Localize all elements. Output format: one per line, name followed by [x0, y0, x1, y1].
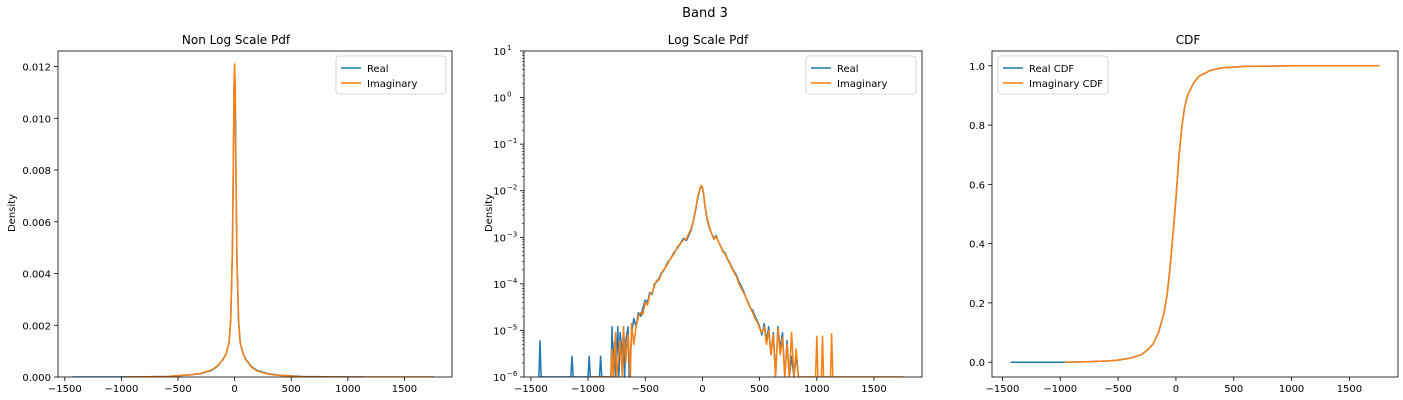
pdf-log-xtick-label: 0 [699, 384, 705, 395]
cdf-xtick-label: 0 [1173, 384, 1179, 395]
cdf-ytick-label: 0.8 [969, 121, 985, 132]
pdf-log-legend-label: Real [837, 64, 859, 75]
pdf-linear-xtick-label: −500 [164, 384, 191, 395]
pdf-log-plot: −1500 −1000 −500 0 500 1000 150010−610−510−410… [493, 44, 923, 395]
pdf-log-xtick-label: 1500 [861, 384, 886, 395]
pdf-linear-title: Non Log Scale Pdf [182, 33, 291, 47]
cdf-series-line-1 [1064, 65, 1380, 363]
pdf-linear-ytick-label: 0.012 [22, 63, 51, 74]
pdf-log-ytick-exponent: −3 [507, 230, 517, 238]
pdf-linear-axes-frame [57, 50, 453, 378]
pdf-log-legend: Real Imaginary [805, 55, 917, 95]
pdf-log-ytick-exponent: −1 [507, 137, 517, 145]
cdf-ytick-label: 0.4 [969, 240, 985, 251]
pdf-linear-series-line-1 [125, 63, 434, 377]
pdf-linear-ytick-label: 0.004 [22, 270, 51, 281]
cdf-legend-label: Real CDF [1029, 64, 1074, 75]
cdf-ytick-label: 0.2 [969, 299, 985, 310]
pdf-log-legend-label: Imaginary [837, 79, 888, 90]
pdf-log-ytick-label: 10 [493, 140, 506, 151]
pdf-linear-ytick-label: 0.000 [22, 373, 51, 384]
pdf-log-ytick-exponent: 0 [507, 91, 511, 99]
pdf-log-ytick-label: 10 [493, 373, 506, 384]
cdf-ytick-label: 0.6 [969, 180, 985, 191]
cdf-title: CDF [1176, 33, 1201, 47]
pdf-log-xtick-label: 1000 [804, 384, 829, 395]
cdf-ytick-label: 1.0 [969, 62, 985, 73]
pdf-log-ytick-exponent: −6 [507, 370, 518, 378]
pdf-log-ytick-label: 10 [493, 280, 506, 291]
pdf-log-ytick-exponent: 1 [507, 44, 511, 52]
pdf-linear-legend-label: Real [367, 64, 389, 75]
pdf-log-ytick-label: 10 [493, 47, 506, 58]
pdf-linear-legend-label: Imaginary [367, 79, 418, 90]
cdf-legend: Real CDF Imaginary CDF [997, 55, 1109, 95]
pdf-log-legend-box [805, 55, 917, 95]
pdf-linear-xtick-label: 1000 [335, 384, 360, 395]
pdf-linear-series-line-0 [72, 68, 364, 377]
pdf-log-xtick-label: −1500 [514, 384, 548, 395]
pdf-linear-xtick-label: −1000 [104, 384, 138, 395]
cdf-xtick-label: 1000 [1279, 384, 1304, 395]
pdf-log-ylabel: Density [484, 194, 495, 232]
cdf-legend-box [997, 55, 1109, 95]
cdf-xtick-label: 1500 [1337, 384, 1362, 395]
pdf-linear-legend: Real Imaginary [335, 55, 447, 95]
pdf-log-series-line-1 [592, 184, 904, 377]
pdf-log-ytick-exponent: −5 [507, 323, 517, 331]
pdf-log-ytick-label: 10 [493, 326, 506, 337]
pdf-linear-plot: −1500 −1000 −500 0 500 1000 1500 0.000 0.002 0.00… [22, 50, 453, 395]
pdf-log-ytick-label: 10 [493, 233, 506, 244]
cdf-xtick-label: −1000 [1043, 384, 1077, 395]
cdf-xtick-label: −500 [1104, 384, 1131, 395]
pdf-log-xtick-label: −1000 [571, 384, 605, 395]
pdf-log-ytick-label: 10 [493, 187, 506, 198]
pdf-linear-ytick-label: 0.002 [22, 321, 51, 332]
figure-suptitle: Band 3 [682, 6, 728, 21]
cdf-series-line-0 [1010, 65, 1292, 363]
cdf-xtick-label: 500 [1224, 384, 1243, 395]
pdf-linear-legend-box [335, 55, 447, 95]
pdf-log-ytick-exponent: −2 [507, 184, 517, 192]
pdf-linear-ytick-label: 0.008 [22, 166, 51, 177]
pdf-log-panel: Log Scale Pdf Density [484, 33, 749, 232]
pdf-linear-xtick-label: 1500 [392, 384, 417, 395]
cdf-plot: −1500 −1000 −500 0 500 1000 1500 0.0 0.2 0.4 0.6 0.… [969, 50, 1399, 395]
pdf-log-series-line-0 [538, 185, 800, 377]
pdf-linear-ylabel: Density [7, 194, 18, 232]
cdf-ytick-label: 0.0 [969, 358, 985, 369]
pdf-log-axes-frame [523, 50, 923, 378]
pdf-log-xtick-label: −500 [631, 384, 658, 395]
pdf-linear-xtick-label: −1500 [48, 384, 82, 395]
cdf-xtick-label: −1500 [985, 384, 1019, 395]
pdf-log-title: Log Scale Pdf [668, 33, 749, 47]
pdf-linear-ytick-label: 0.010 [22, 114, 51, 125]
cdf-legend-label: Imaginary CDF [1029, 79, 1103, 90]
cdf-panel: CDF [1176, 33, 1201, 47]
pdf-log-ytick-label: 10 [493, 94, 506, 105]
pdf-log-ytick-exponent: −4 [507, 277, 518, 285]
pdf-linear-ytick-label: 0.006 [22, 218, 51, 229]
pdf-log-xtick-label: 500 [750, 384, 769, 395]
pdf-linear-xtick-label: 0 [231, 384, 237, 395]
pdf-linear-xtick-label: 500 [282, 384, 301, 395]
cdf-axes-frame [991, 50, 1399, 378]
pdf-linear-panel: Non Log Scale Pdf Density [7, 33, 291, 232]
